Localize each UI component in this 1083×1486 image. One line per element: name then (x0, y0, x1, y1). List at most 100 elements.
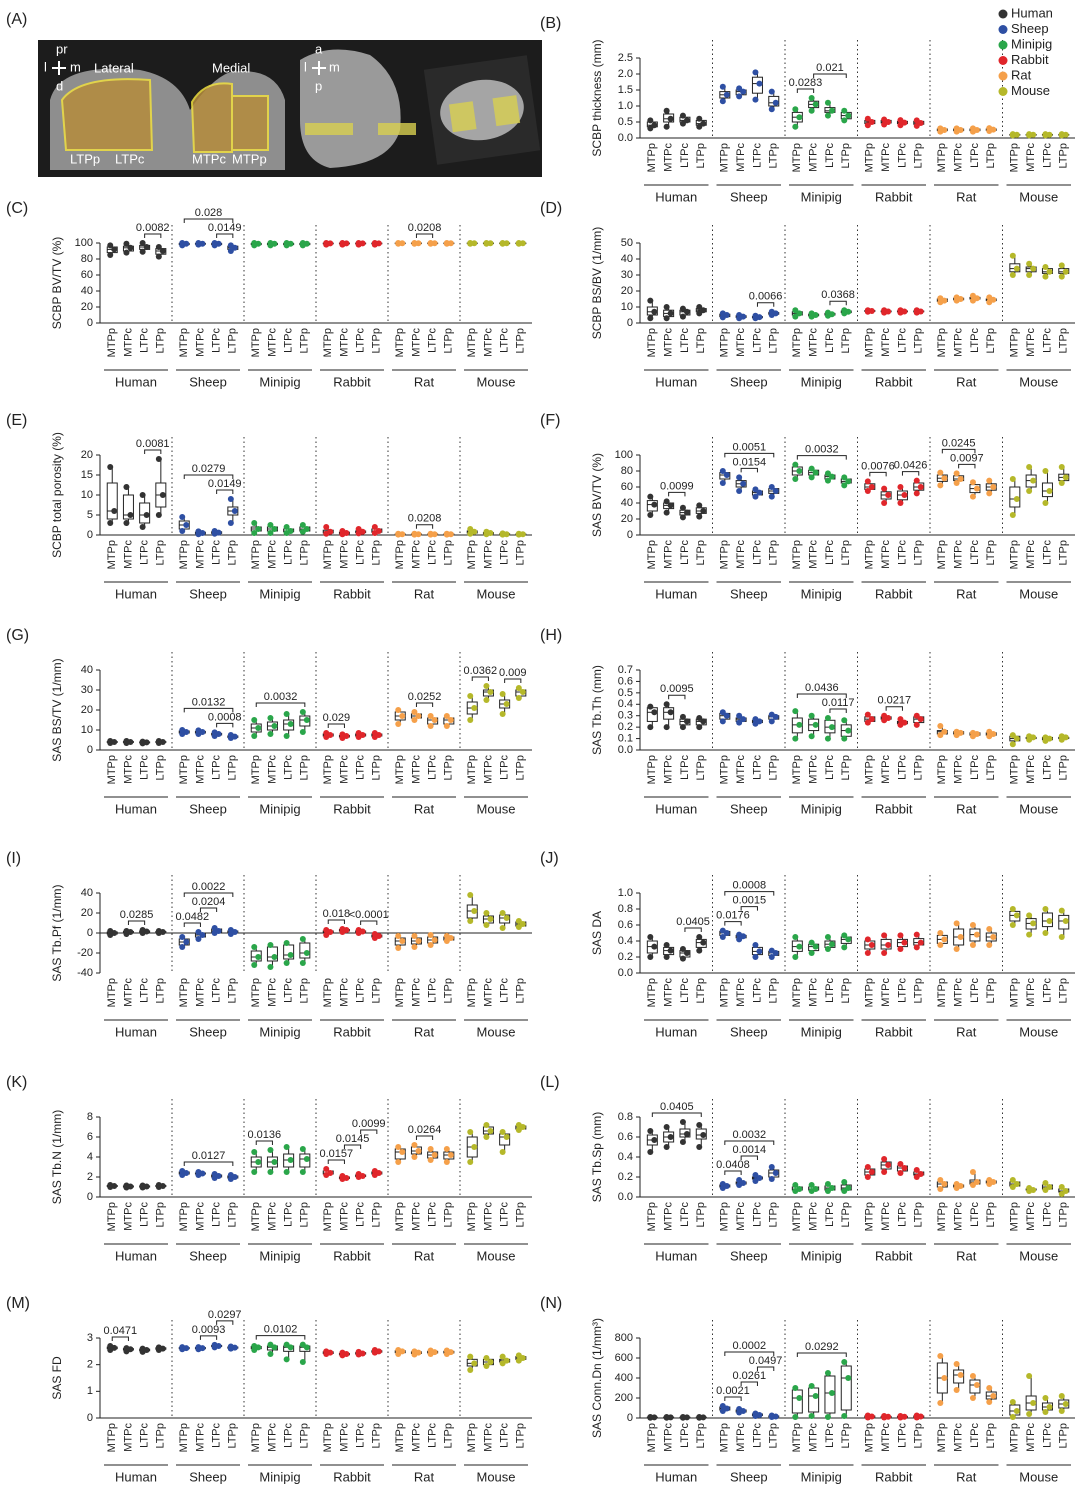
x-tick-label: LTPp (695, 540, 707, 565)
p-value: 0.0008 (732, 880, 766, 892)
data-point (299, 1146, 306, 1152)
data-point (183, 522, 190, 528)
x-tick-label: MTPc (482, 1202, 494, 1231)
significance-bracket (724, 921, 742, 926)
x-tick-label: LTPp (1058, 1423, 1070, 1448)
group-label: Rabbit (875, 801, 913, 816)
data-point (683, 308, 690, 315)
x-tick-label: LTPp (299, 328, 311, 353)
y-tick-label: 20 (621, 285, 633, 297)
x-tick-label: LTPc (499, 540, 511, 565)
data-point (443, 530, 450, 537)
data-point (1046, 1184, 1053, 1190)
data-point (824, 1414, 831, 1420)
data-point (483, 1134, 490, 1140)
data-point (647, 1149, 654, 1155)
data-point (700, 718, 707, 725)
x-tick-label: MTPp (466, 1423, 478, 1452)
p-value: 0.0095 (660, 683, 694, 695)
data-point (1009, 252, 1016, 259)
data-point (647, 703, 654, 710)
data-point (415, 1148, 422, 1154)
y-tick-label: 0 (627, 1412, 633, 1424)
data-point (1030, 920, 1037, 927)
data-point (1042, 131, 1049, 138)
data-point (723, 91, 730, 98)
x-tick-label: MTPp (646, 1423, 658, 1452)
x-tick-label: LTPp (443, 1423, 455, 1448)
group-label: Human (655, 374, 697, 389)
data-point (1046, 268, 1053, 275)
data-point (499, 240, 506, 246)
data-point (663, 107, 670, 114)
data-point (897, 1413, 904, 1419)
data-point (283, 1144, 290, 1150)
group-label: Human (115, 374, 157, 389)
significance-bracket (796, 693, 847, 698)
group-label: Mouse (1019, 1024, 1058, 1039)
data-point (663, 1124, 670, 1130)
group-label: Sheep (189, 801, 227, 816)
x-tick-label: MTPp (791, 328, 803, 357)
y-tick-label: 0.8 (618, 903, 633, 915)
data-point (841, 1359, 848, 1365)
x-tick-label: MTPp (1009, 978, 1021, 1007)
x-tick-label: MTPp (936, 755, 948, 784)
group-label: Human (115, 1469, 157, 1484)
data-point (808, 95, 815, 101)
data-point (399, 713, 406, 719)
group-label: Rabbit (333, 374, 371, 389)
legend-marker (998, 87, 1008, 96)
data-point (1058, 733, 1065, 740)
significance-bracket (343, 1144, 362, 1149)
y-tick-label: 40 (81, 285, 93, 297)
data-point (287, 952, 294, 958)
p-value: 0.0261 (732, 1370, 766, 1382)
x-tick-label: MTPp (646, 1202, 658, 1231)
x-tick-label: LTPp (1058, 1202, 1070, 1227)
x-tick-label: LTPp (695, 1202, 707, 1227)
data-point (1042, 264, 1049, 270)
data-point (1058, 480, 1065, 486)
data-point (828, 473, 835, 480)
x-tick-label: MTPc (266, 1202, 278, 1231)
x-tick-label: LTPp (227, 755, 239, 780)
data-point (287, 1157, 294, 1163)
group-label: Human (655, 1248, 697, 1263)
x-tick-label: MTPp (394, 540, 406, 569)
x-tick-label: LTPc (679, 1423, 691, 1448)
data-point (487, 916, 494, 922)
data-point (471, 705, 478, 711)
data-point (371, 730, 378, 736)
x-tick-label: LTPc (896, 540, 908, 565)
x-tick-label: MTPp (178, 1423, 190, 1452)
x-tick-label: MTPp (250, 540, 262, 569)
data-point (139, 492, 146, 498)
data-point (913, 117, 920, 124)
data-point (139, 1345, 146, 1352)
data-point (841, 1179, 848, 1185)
data-point (267, 942, 274, 948)
data-point (647, 297, 654, 304)
group-label: Rat (956, 189, 977, 204)
data-point (123, 240, 130, 247)
data-point (427, 1347, 434, 1354)
significance-bracket (216, 233, 234, 238)
y-axis-label: SAS FD (50, 1356, 64, 1400)
x-tick-label: LTPp (371, 755, 383, 780)
x-tick-label: MTPc (953, 328, 965, 357)
data-point (679, 1119, 686, 1125)
y-tick-label: 800 (615, 1332, 633, 1344)
data-point (1013, 496, 1020, 502)
y-tick-label: 20 (81, 301, 93, 313)
data-point (227, 1343, 234, 1350)
y-tick-label: 0.2 (618, 721, 633, 733)
data-point (700, 508, 707, 514)
p-value: 0.0368 (821, 289, 855, 301)
data-point (227, 242, 234, 249)
data-point (255, 725, 262, 731)
group-label: Sheep (730, 1024, 768, 1039)
x-tick-label: LTPc (139, 1202, 151, 1227)
data-point (515, 1122, 522, 1128)
group-label: Human (655, 586, 697, 601)
